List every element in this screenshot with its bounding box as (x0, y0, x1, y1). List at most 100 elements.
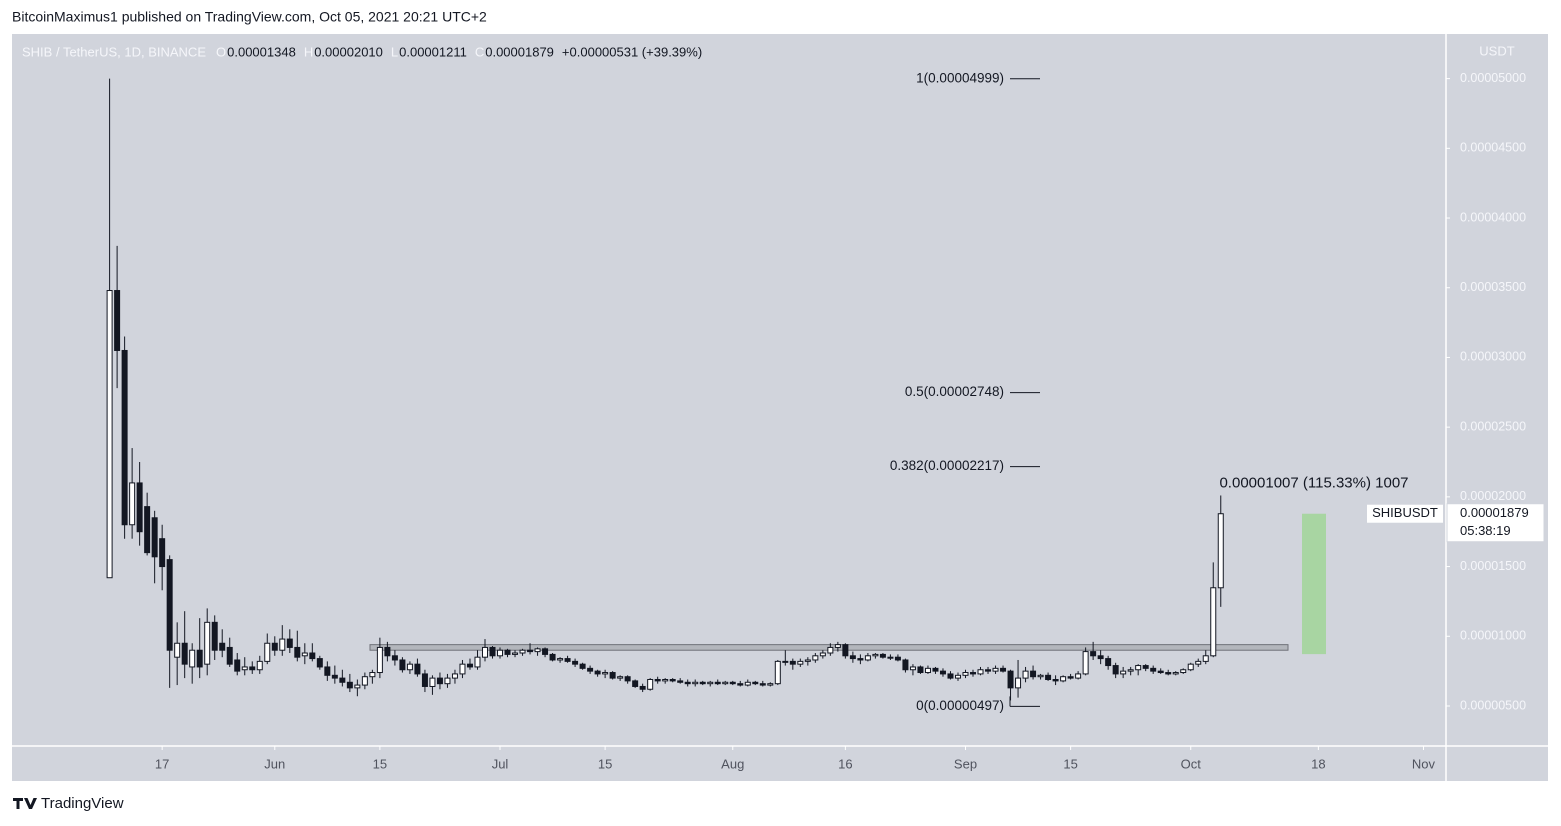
candle-body (459, 663, 466, 675)
candles (106, 78, 1224, 701)
candle-body (789, 660, 796, 665)
candle-body (474, 656, 481, 668)
brand-name: TradingView (41, 795, 124, 812)
candle-body (151, 517, 158, 558)
x-tick-label: Aug (721, 756, 744, 771)
candle-body (917, 666, 924, 674)
candle-body (542, 648, 549, 655)
candle-body (256, 660, 263, 671)
candle-body (602, 672, 609, 675)
candle-body (189, 649, 196, 668)
y-tick-label: 0.00000500 (1460, 698, 1526, 712)
ohlc-key: O (216, 44, 226, 59)
fib-label: 1(0.00004999) (916, 70, 1004, 85)
legend: SHIB / TetherUS, 1D, BINANCE O 0.00001348… (22, 44, 702, 59)
candle-body (624, 676, 631, 682)
candle-body (1202, 655, 1209, 662)
fib-label: 0.5(0.00002748) (905, 384, 1004, 399)
fib-label: 0(0.00000497) (916, 698, 1004, 713)
candle-body (587, 667, 594, 672)
candle-body (699, 681, 706, 685)
candle-body (864, 655, 871, 661)
ohlc-value: 0.00001348 (227, 44, 296, 59)
candle-body (466, 663, 473, 668)
candle-body (1090, 651, 1097, 657)
candle-body (181, 642, 188, 665)
candle-body (519, 649, 526, 654)
candle-body (557, 658, 564, 661)
candle-body (324, 666, 331, 676)
candle-body (1022, 670, 1029, 679)
candle-body (669, 678, 676, 682)
candle-body (714, 681, 721, 685)
candle-body (872, 653, 879, 657)
candle-body (1097, 655, 1104, 660)
ohlc-value: 0.00001879 (485, 44, 554, 59)
candle-body (211, 621, 218, 651)
candle-body (977, 669, 984, 675)
candle-body (354, 684, 361, 689)
candle-body (879, 653, 886, 658)
candle-body (1165, 672, 1172, 675)
y-tick-label: 0.00001000 (1460, 629, 1526, 643)
x-tick-label: 15 (373, 756, 387, 771)
candle-body (316, 658, 323, 668)
candle-body (204, 621, 211, 665)
y-tick-label: 0.00004500 (1460, 141, 1526, 155)
candle-body (932, 667, 939, 672)
x-tick-label: Jun (264, 756, 285, 771)
candle-body (759, 683, 766, 686)
candle-body (834, 644, 841, 648)
candle-body (572, 660, 579, 665)
candle-body (827, 646, 834, 654)
candle-body (159, 538, 166, 568)
candle-body (497, 649, 504, 657)
candle-body (887, 656, 894, 659)
candle-body (384, 646, 391, 657)
candle-body (722, 681, 729, 685)
candle-body (594, 670, 601, 675)
candle-body (369, 672, 376, 678)
x-tick-label: Nov (1412, 756, 1436, 771)
candle-body (1037, 674, 1044, 678)
candle-body (1142, 665, 1149, 669)
candle-body (857, 658, 864, 661)
candle-body (106, 290, 113, 579)
candle-body (902, 659, 909, 671)
candle-body (376, 646, 383, 674)
y-tick-label: 0.00002000 (1460, 489, 1526, 503)
y-tick-label: 0.00003500 (1460, 280, 1526, 294)
candle-body (399, 659, 406, 671)
candle-body (234, 659, 241, 672)
candle-body (654, 678, 661, 682)
candle-body (970, 672, 977, 675)
candle-body (849, 655, 856, 660)
candle-body (481, 646, 488, 658)
candle-body (1127, 669, 1134, 672)
candle-body (406, 663, 413, 671)
candle-body (677, 680, 684, 683)
candle-body (1015, 677, 1022, 689)
candle-body (421, 673, 428, 687)
candle-body (774, 660, 781, 685)
candle-body (647, 678, 654, 690)
candle-body (1157, 670, 1164, 674)
x-tick-label: 17 (155, 756, 169, 771)
ohlc-value: 0.00001211 (399, 44, 467, 59)
candle-body (436, 677, 443, 685)
candle-body (504, 649, 511, 655)
price-tag-bg (1446, 503, 1545, 543)
candle-body (489, 646, 496, 657)
candle-body (249, 666, 256, 671)
candle-body (894, 656, 901, 661)
candle-body (174, 642, 181, 658)
candle-body (1180, 669, 1187, 674)
candle-body (264, 642, 271, 662)
candle-body (707, 681, 714, 685)
candle-body (1000, 667, 1007, 672)
candle-body (361, 676, 368, 686)
candle-body (279, 638, 286, 651)
candle-body (1052, 678, 1059, 682)
candle-body (819, 652, 826, 657)
candle-body (136, 482, 143, 533)
